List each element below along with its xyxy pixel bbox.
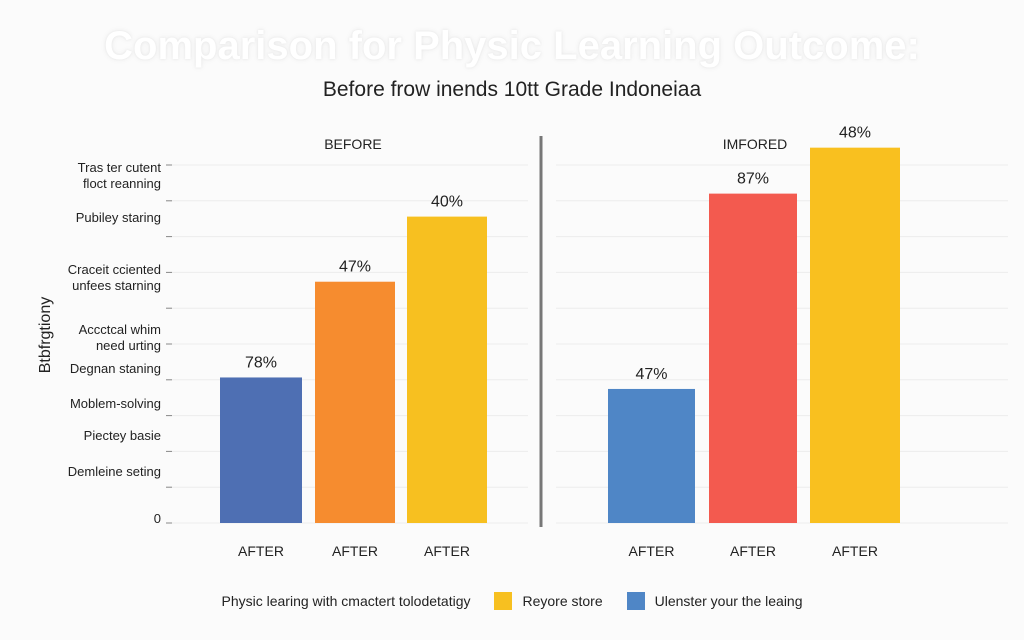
y-tick-label: Tras ter cutent floct reanning <box>78 160 162 191</box>
y-tick-label: Accctcal whim need urting <box>79 322 161 353</box>
bar <box>608 388 695 523</box>
legend: Physic learing with cmactert tolodetatig… <box>0 592 1024 610</box>
bar <box>810 147 900 523</box>
y-tick-label: Demleine seting <box>68 464 161 479</box>
legend-label: Ulenster your the leaing <box>654 593 803 609</box>
y-tick-label: Degnan staning <box>70 361 161 376</box>
legend-item-1: Physic learing with cmactert tolodetatig… <box>221 593 470 609</box>
bar <box>407 216 487 523</box>
y-tick-label: Moblem-solving <box>70 396 161 411</box>
legend-item-2: Reyore store <box>494 592 603 610</box>
legend-swatch-yellow <box>494 592 513 610</box>
data-label: 87% <box>737 171 769 188</box>
legend-swatch-blue <box>626 592 645 610</box>
y-tick-label: 0 <box>154 511 161 526</box>
legend-label: Physic learing with cmactert tolodetatig… <box>221 593 471 609</box>
y-axis-title: Btbfrgtiony <box>37 297 54 373</box>
legend-label: Reyore store <box>522 593 603 609</box>
x-tick-label: AFTER <box>424 543 470 559</box>
y-tick-label: Pubiley staring <box>76 210 161 225</box>
panel-title: IMFORED <box>723 136 788 152</box>
bar <box>709 193 797 523</box>
x-tick-label: AFTER <box>832 543 878 559</box>
data-label: 47% <box>339 259 371 276</box>
data-label: 48% <box>839 125 871 142</box>
data-label: 40% <box>431 194 463 211</box>
y-tick-label: Craceit cciented unfees starning <box>68 262 161 293</box>
data-label: 78% <box>245 354 277 371</box>
x-tick-label: AFTER <box>238 543 284 559</box>
chart-title: Comparison for Physic Learning Outcome: <box>104 24 920 68</box>
bar <box>220 377 302 523</box>
y-tick-label: Piectey basie <box>84 428 161 443</box>
legend-item-3: Ulenster your the leaing <box>626 592 803 610</box>
x-tick-label: AFTER <box>332 543 378 559</box>
data-label: 47% <box>635 366 667 383</box>
x-tick-label: AFTER <box>629 543 675 559</box>
chart-subtitle: Before frow inends 10tt Grade Indoneiaa <box>322 78 702 101</box>
panel-title: BEFORE <box>324 136 382 152</box>
bar <box>315 281 395 523</box>
x-tick-label: AFTER <box>730 543 776 559</box>
